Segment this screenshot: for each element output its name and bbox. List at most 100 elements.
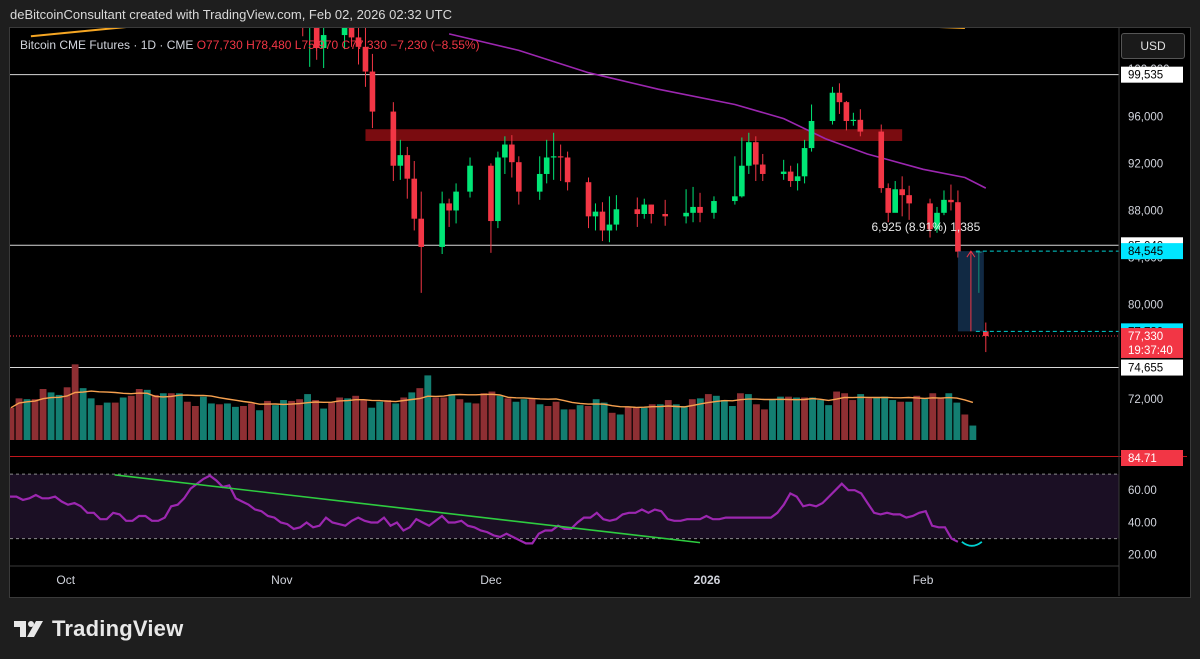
candle-body: [404, 155, 411, 179]
volume-bar: [969, 425, 977, 440]
candle-body: [613, 209, 620, 225]
volume-bar: [119, 397, 127, 440]
volume-bar: [71, 364, 79, 440]
volume-bar: [801, 397, 808, 440]
volume-bar: [175, 393, 183, 440]
volume-bar: [857, 394, 865, 440]
volume-bar: [672, 404, 680, 440]
tradingview-footer: TradingView: [12, 614, 183, 644]
volume-bar: [10, 407, 15, 440]
volume-bar: [664, 400, 672, 440]
candle-body: [411, 178, 418, 219]
volume-bar: [392, 403, 400, 440]
volume-bar: [648, 404, 656, 440]
time-tick-label: Oct: [56, 573, 75, 587]
rsi-value-label-bg: [1121, 450, 1183, 466]
volume-bar: [576, 405, 584, 440]
candle-body: [955, 202, 961, 252]
volume-bar: [95, 405, 103, 440]
volume-bar: [55, 394, 63, 440]
candle-body: [794, 176, 801, 182]
candle-body: [934, 212, 940, 230]
volume-bar: [384, 400, 392, 440]
volume-bar: [47, 392, 55, 440]
volume-bar: [304, 394, 311, 440]
time-tick-label: Nov: [271, 573, 292, 587]
volume-bar: [328, 402, 336, 440]
volume-bar: [368, 407, 376, 440]
volume-bar: [480, 393, 488, 440]
ma200-line: [30, 28, 965, 38]
volume-bar: [897, 401, 905, 440]
candle-body: [983, 331, 989, 337]
currency-button[interactable]: USD: [1121, 33, 1185, 59]
volume-bar: [704, 394, 712, 440]
candle-body: [550, 156, 557, 158]
price-label: 74,655: [1128, 363, 1163, 375]
volume-bar: [151, 394, 159, 440]
volume-bar: [552, 401, 560, 440]
volume-bar: [39, 389, 47, 440]
volume-bar: [712, 395, 720, 440]
candle-body: [606, 224, 613, 231]
volume-bar: [232, 406, 239, 440]
volume-bar: [761, 409, 768, 440]
volume-bar: [656, 404, 664, 440]
symbol-legend: Bitcoin CME Futures · 1D · CME O77,730 H…: [20, 38, 480, 52]
rsi-oversold-marker: [961, 541, 983, 547]
ohlc-values: O77,730 H78,480 L75,970 C77,330 −7,230 (…: [193, 38, 480, 52]
price-label: 19:37:40: [1128, 345, 1173, 357]
candle-body: [592, 211, 599, 217]
volume-bar: [929, 393, 937, 440]
time-tick-label: Feb: [913, 573, 934, 587]
rsi-tick-label: 40.00: [1128, 517, 1157, 529]
volume-bar: [737, 393, 744, 440]
candle-body: [857, 119, 864, 132]
volume-bar: [720, 400, 728, 440]
volume-bar: [103, 402, 111, 440]
volume-bar: [584, 406, 592, 440]
candle-body: [299, 28, 306, 29]
candle-body: [341, 28, 348, 36]
candle-body: [362, 46, 369, 72]
price-label-bg: [1121, 341, 1183, 358]
volume-bar: [905, 401, 913, 440]
volume-bar: [376, 401, 384, 440]
tradingview-logo-icon: [14, 621, 43, 637]
resistance-zone: [365, 129, 903, 142]
price-tick-label: 88,000: [1128, 205, 1163, 217]
price-tick-label: 96,000: [1128, 111, 1163, 123]
candle-body: [941, 199, 947, 213]
rsi-value-label: 84.71: [1128, 453, 1157, 465]
volume-bar: [215, 404, 223, 440]
candle-body: [948, 199, 954, 203]
volume-bar: [87, 398, 95, 440]
volume-bar: [745, 394, 752, 440]
volume-bar: [344, 398, 352, 440]
volume-bar: [159, 393, 167, 440]
volume-bar: [135, 389, 143, 440]
ma50-line: [448, 33, 987, 189]
candle-body: [536, 173, 543, 192]
measure-arrow-head: [966, 250, 976, 258]
volume-bar: [536, 404, 544, 440]
candle-body: [801, 148, 808, 177]
volume-bar: [280, 400, 287, 440]
volume-bar: [448, 394, 456, 440]
volume-bar: [592, 399, 600, 440]
candle-body: [892, 189, 898, 213]
tradingview-wordmark: TradingView: [52, 616, 184, 641]
price-label: 84,545: [1128, 246, 1163, 258]
volume-bar: [400, 397, 408, 440]
volume-ma-line: [10, 390, 974, 409]
candle-body: [759, 164, 766, 174]
candle-body: [516, 162, 522, 192]
candle-body: [397, 155, 404, 166]
volume-bar: [568, 409, 576, 440]
candle-body: [836, 92, 843, 103]
volume-bar: [640, 407, 648, 440]
volume-bar: [352, 395, 360, 440]
volume-bar: [688, 399, 696, 440]
volume-bar: [937, 397, 945, 440]
